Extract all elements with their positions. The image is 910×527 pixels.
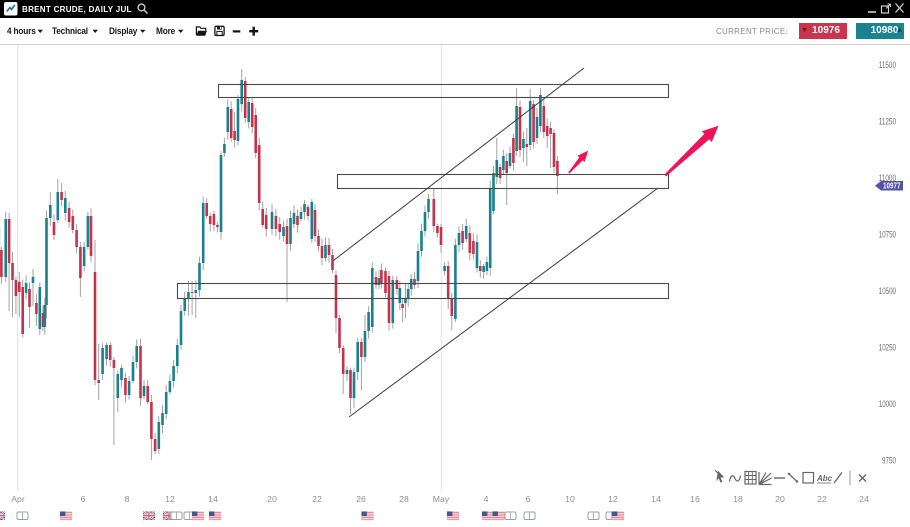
svg-text:22: 22 — [817, 494, 827, 504]
svg-text:28: 28 — [399, 494, 409, 504]
svg-text:10000: 10000 — [879, 399, 896, 409]
svg-text:11500: 11500 — [879, 60, 896, 70]
svg-text:14: 14 — [651, 494, 661, 504]
svg-text:4: 4 — [484, 494, 489, 504]
svg-text:8: 8 — [125, 494, 130, 504]
svg-text:6: 6 — [81, 494, 86, 504]
svg-text:Apr: Apr — [11, 494, 25, 504]
svg-text:14: 14 — [208, 494, 218, 504]
svg-text:12: 12 — [608, 494, 618, 504]
svg-text:May: May — [433, 494, 450, 504]
svg-text:26: 26 — [356, 494, 366, 504]
svg-text:20: 20 — [775, 494, 785, 504]
svg-text:22: 22 — [312, 494, 322, 504]
svg-text:10500: 10500 — [879, 286, 896, 296]
svg-text:10: 10 — [565, 494, 575, 504]
svg-text:10750: 10750 — [879, 230, 896, 240]
svg-text:20: 20 — [267, 494, 277, 504]
svg-text:24: 24 — [859, 494, 869, 504]
svg-text:18: 18 — [733, 494, 743, 504]
svg-text:9750: 9750 — [882, 456, 896, 466]
svg-text:10250: 10250 — [879, 343, 896, 353]
svg-text:11250: 11250 — [879, 117, 896, 127]
svg-text:10977: 10977 — [883, 182, 901, 191]
svg-text:12: 12 — [165, 494, 175, 504]
svg-text:16: 16 — [690, 494, 700, 504]
svg-text:6: 6 — [526, 494, 531, 504]
svg-text:11000: 11000 — [879, 173, 896, 183]
svg-text:Abc: Abc — [816, 474, 833, 483]
